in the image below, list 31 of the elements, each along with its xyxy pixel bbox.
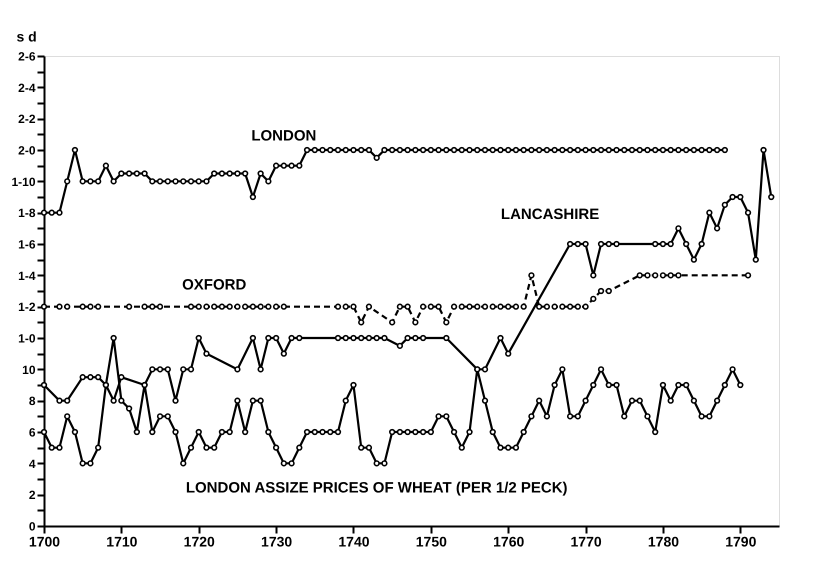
series-label: LONDON [251, 128, 316, 145]
y-tick-label: 2-0 [18, 144, 36, 158]
y-tick-label: 1-2 [18, 300, 36, 314]
series-label: LANCASHIRE [500, 206, 600, 223]
y-tick-label: 2-4 [18, 80, 36, 95]
y-tick-label: 1-4 [18, 268, 36, 283]
y-tick-label: 2-6 [18, 50, 36, 64]
y-tick-label: 2 [28, 488, 36, 502]
y-tick-label: 6 [28, 426, 36, 440]
x-tick-label: 1720 [184, 534, 216, 550]
y-tick-label: 2-2 [18, 112, 36, 126]
series-label: OXFORD [182, 276, 246, 294]
x-tick-label: 1710 [106, 534, 138, 550]
y-tick-label: 1-0 [18, 332, 36, 346]
x-tick-label: 1760 [493, 534, 524, 550]
y-tick-label: 4 [28, 456, 36, 471]
series-label: LONDON ASSIZE PRICES OF WHEAT (PER 1/2 PECK) [186, 479, 568, 496]
x-tick-label: 1780 [648, 534, 680, 550]
x-tick-label: 1730 [261, 534, 292, 550]
x-tick-label: 1740 [338, 534, 370, 550]
y-tick-label: 1-10 [11, 174, 36, 189]
y-axis-title: s d [16, 28, 37, 44]
x-tick-label: 1770 [570, 534, 602, 550]
y-tick-label: 1-8 [18, 206, 36, 220]
y-tick-label: 1-6 [18, 238, 36, 252]
y-tick-label: 0 [28, 520, 36, 534]
x-tick-label: 1750 [416, 534, 448, 550]
x-tick-label: 1790 [725, 534, 757, 550]
y-tick-label: 8 [28, 394, 36, 408]
x-tick-label: 1700 [28, 534, 60, 550]
y-tick-label: 10 [22, 362, 36, 377]
